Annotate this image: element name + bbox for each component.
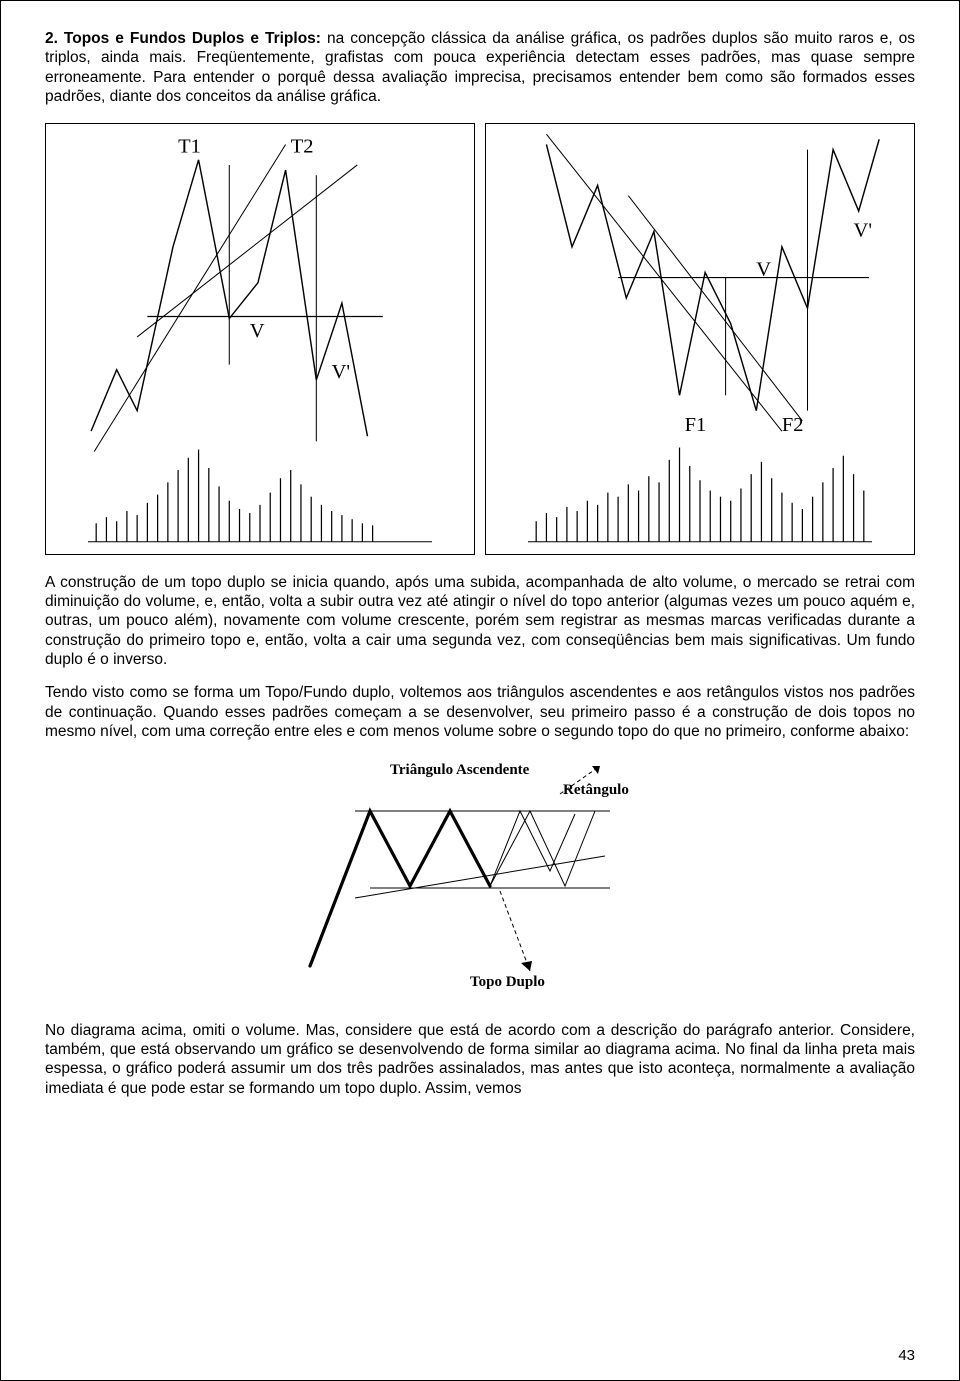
svg-text:Triângulo Ascendente: Triângulo Ascendente: [390, 762, 530, 778]
paragraph-3: Tendo visto como se forma um Topo/Fundo …: [45, 683, 915, 741]
intro-paragraph: 2. Topos e Fundos Duplos e Triplos: na c…: [45, 29, 915, 107]
svg-text:V': V': [332, 360, 350, 382]
svg-text:F2: F2: [782, 414, 804, 436]
chart-double-bottom: F1 F2 V V': [485, 123, 915, 555]
document-page: 2. Topos e Fundos Duplos e Triplos: na c…: [0, 0, 960, 1381]
svg-text:V': V': [854, 219, 872, 241]
section-heading: 2. Topos e Fundos Duplos e Triplos:: [45, 30, 321, 47]
triangle-diagram-wrap: Triângulo AscendenteRetânguloTopo Duplo: [300, 756, 660, 991]
svg-text:T2: T2: [291, 135, 314, 157]
svg-text:Topo Duplo: Topo Duplo: [470, 974, 545, 990]
svg-text:V: V: [756, 258, 771, 280]
page-number: 43: [898, 1347, 915, 1366]
paragraph-4: No diagrama acima, omiti o volume. Mas, …: [45, 1021, 915, 1099]
svg-text:F1: F1: [685, 414, 707, 436]
paragraph-2: A construção de um topo duplo se inicia …: [45, 573, 915, 670]
charts-row: T1 T2 V V' F1 F2 V V': [45, 123, 915, 555]
svg-text:V: V: [250, 319, 265, 341]
svg-text:T1: T1: [178, 135, 201, 157]
chart-double-top: T1 T2 V V': [45, 123, 475, 555]
